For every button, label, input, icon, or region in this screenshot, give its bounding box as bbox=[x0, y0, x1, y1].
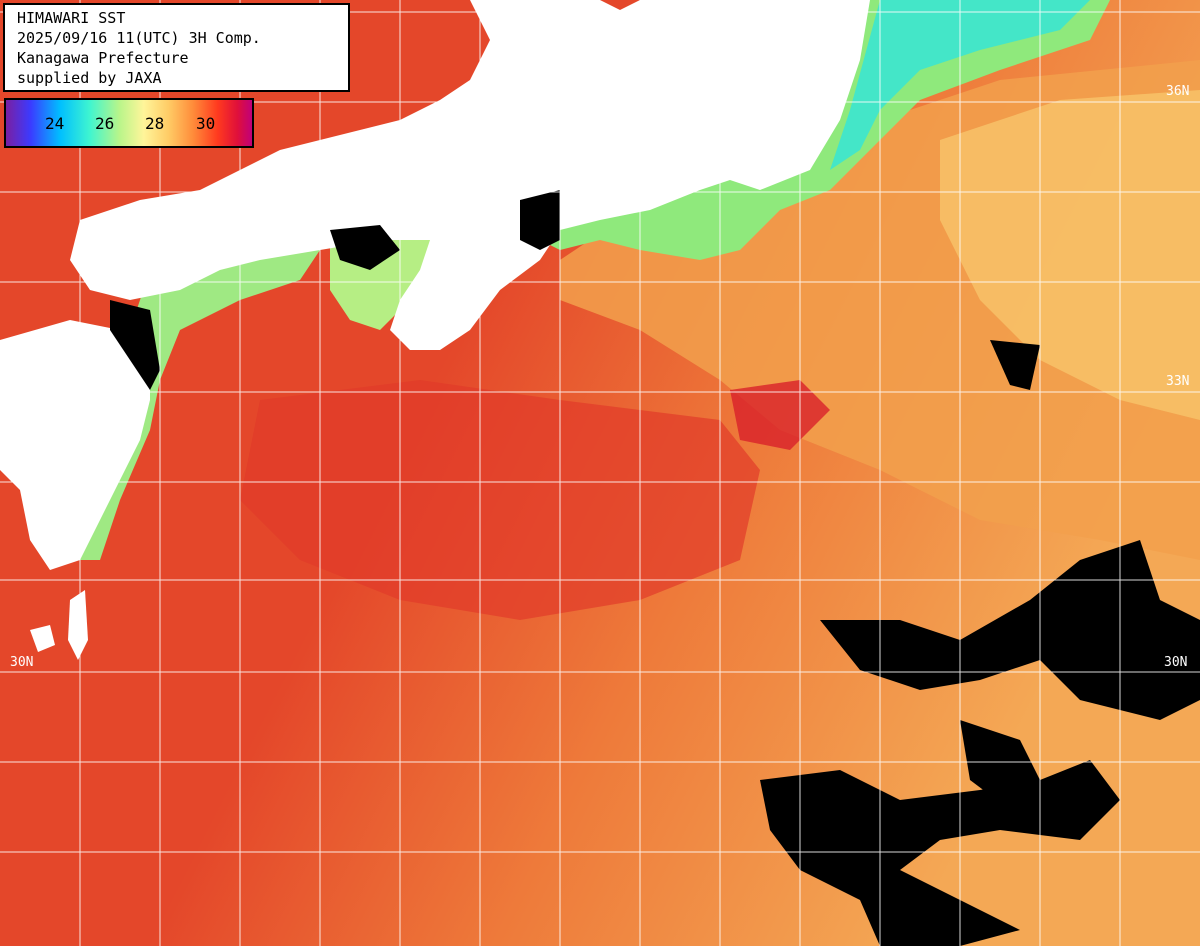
lat-label-30n-right: 30N bbox=[1164, 655, 1187, 670]
legend-tick-26: 26 bbox=[95, 114, 115, 133]
kyushu-land bbox=[0, 320, 150, 570]
legend-tick-24: 24 bbox=[45, 114, 65, 133]
cloud-mask-kii bbox=[330, 225, 400, 270]
cloud-mask-east-1 bbox=[820, 540, 1200, 720]
legend-tick-30: 30 bbox=[196, 114, 216, 133]
yakushima-land bbox=[30, 625, 55, 652]
lat-label-36n: 36N bbox=[1166, 84, 1189, 99]
legend-tick-28: 28 bbox=[145, 114, 165, 133]
coastal-cyan-band bbox=[830, 0, 1090, 170]
lat-label-30n-left: 30N bbox=[10, 655, 33, 670]
title-line-product: HIMAWARI SST bbox=[17, 9, 126, 27]
north-east-pale-water bbox=[940, 90, 1200, 420]
cloud-mask-shikoku bbox=[110, 300, 160, 390]
lat-label-33n: 33N bbox=[1166, 374, 1189, 389]
hot-spot-east bbox=[730, 380, 830, 450]
izu-peninsula-land bbox=[520, 190, 560, 250]
cloud-mask-east-2 bbox=[760, 760, 1120, 946]
hot-core-water bbox=[240, 380, 760, 620]
title-line-datetime: 2025/09/16 11(UTC) 3H Comp. bbox=[17, 29, 261, 47]
tanegashima-land bbox=[68, 590, 88, 660]
title-box: HIMAWARI SST 2025/09/16 11(UTC) 3H Comp.… bbox=[3, 3, 350, 92]
title-line-credit: supplied by JAXA bbox=[17, 69, 162, 87]
honshu-land bbox=[70, 0, 870, 350]
title-line-organization: Kanagawa Prefecture bbox=[17, 49, 189, 67]
color-legend: 24 26 28 30 bbox=[4, 98, 254, 148]
cloud-mask-east-3 bbox=[960, 720, 1050, 810]
cloud-mask-33n bbox=[990, 340, 1040, 390]
